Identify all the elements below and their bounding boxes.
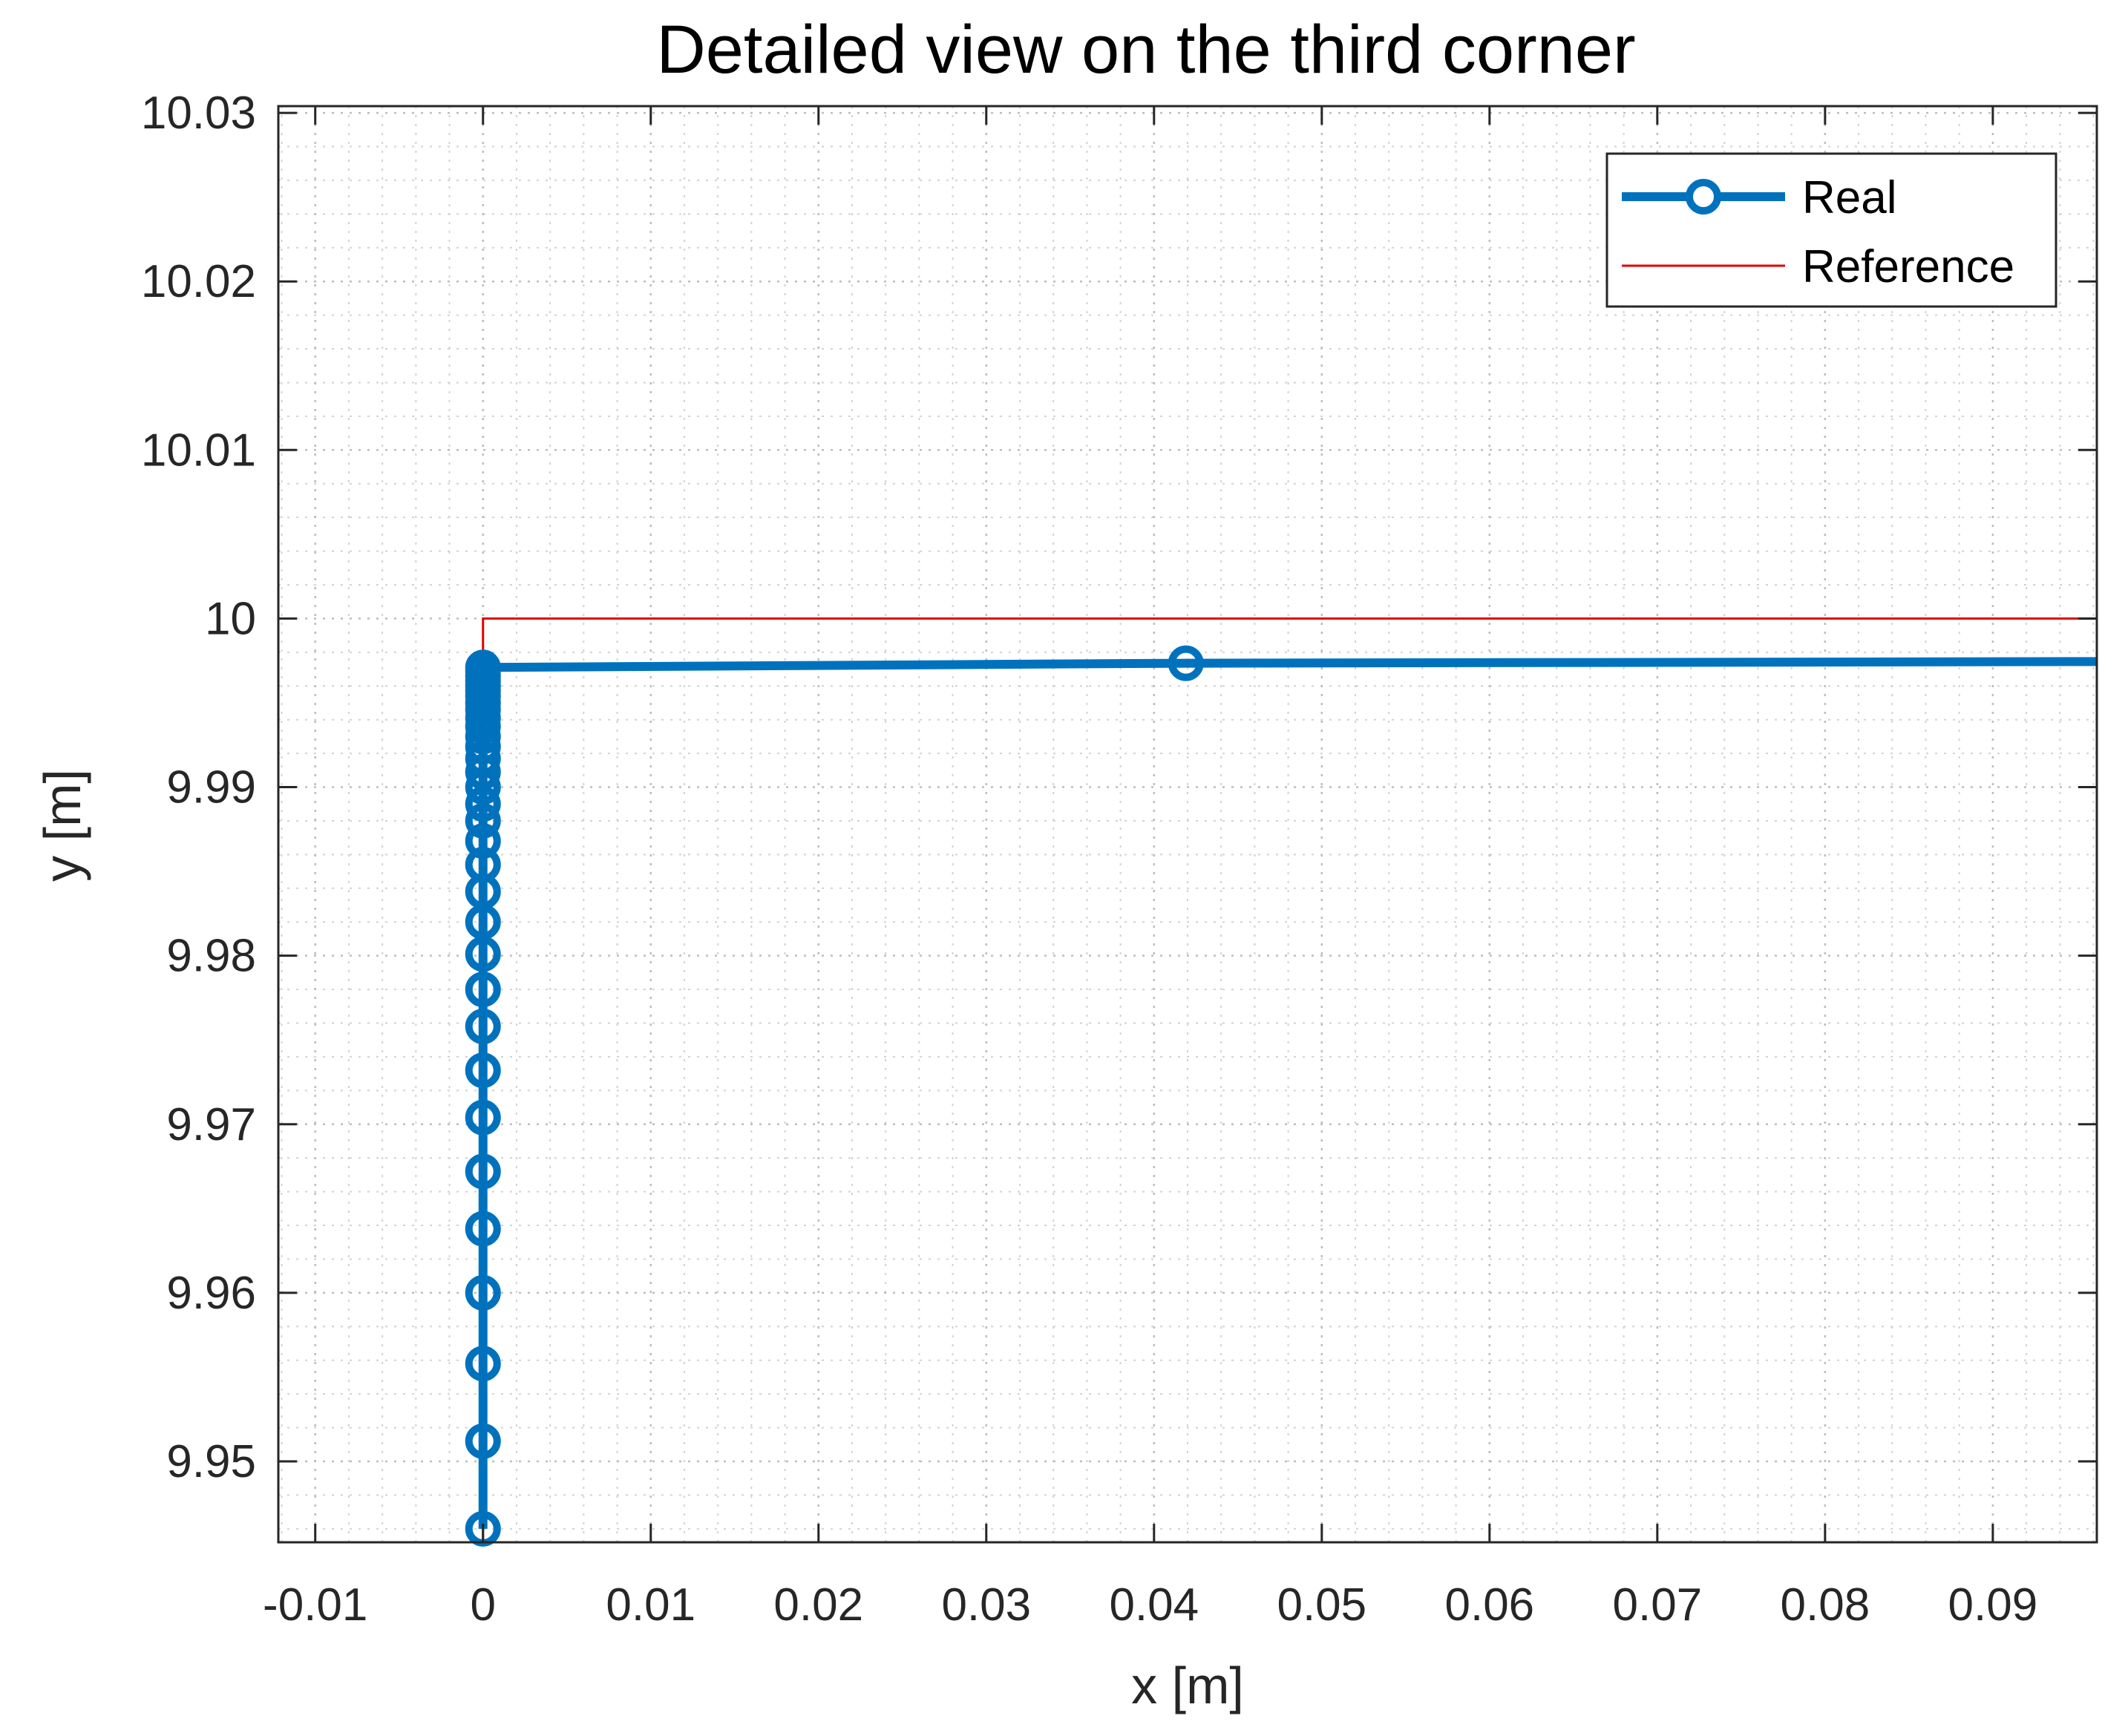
y-tick-label: 10 [205,593,256,644]
real-point [465,1346,501,1382]
real-point [465,847,501,883]
x-tick-label: 0.07 [1613,1579,1703,1631]
y-tick-label: 10.01 [141,425,256,476]
real-point [465,936,501,972]
real-point [465,1211,501,1247]
chart-title: Detailed view on the third corner [656,12,1635,88]
x-tick-label: -0.01 [263,1579,367,1631]
plot-area [278,106,2097,1542]
y-axis-label: y [m] [33,769,91,882]
real-point [465,1099,501,1136]
real-point [465,740,501,776]
axes-box [277,105,2098,1544]
x-tick-label: 0.09 [1948,1579,2038,1631]
x-tick-label: 0.06 [1444,1579,1534,1631]
x-tick-label: 0.05 [1277,1579,1366,1631]
legend-real-marker [1686,179,1721,214]
x-tick-label: 0.02 [773,1579,863,1631]
legend-box [1605,152,2057,308]
x-tick-label: 0.08 [1781,1579,1870,1631]
real-point [465,1423,501,1459]
real-point [465,972,501,1008]
real-point [465,1153,501,1190]
x-axis-label: x [m] [1131,1657,1244,1714]
x-tick-label: 0 [470,1579,495,1631]
legend-reference-label: Reference [1802,241,2014,292]
x-tick-label: 0.01 [606,1579,695,1631]
y-tick-label: 10.03 [141,88,256,139]
x-tick-labels: -0.01 0 0.01 0.02 0.03 0.04 0.05 0.06 0.07 0.08 0.… [263,1579,2037,1631]
y-tick-label: 9.97 [166,1099,256,1150]
real-point [465,649,501,686]
real-point [465,1274,501,1311]
y-tick-label: 9.96 [166,1268,256,1319]
real-point [1168,645,1204,681]
axes [277,105,2098,1544]
real-point [465,786,501,822]
y-tick-label: 9.98 [166,931,256,982]
y-tick-label: 10.02 [141,256,256,307]
real-point [465,1009,501,1045]
real-point [465,802,501,839]
series-real [465,645,2098,1547]
y-tick-labels: 9.95 9.96 9.97 9.98 9.99 10 10.01 10.02 10.03 [141,88,256,1487]
legend-real-label: Real [1802,172,1897,223]
legend: Real Reference [1605,152,2057,308]
real-point [465,823,501,859]
y-tick-label: 9.95 [166,1436,256,1487]
plot-background [278,106,2097,1542]
x-tick-label: 0.04 [1109,1579,1199,1631]
real-point [465,1052,501,1089]
x-tick-label: 0.03 [941,1579,1031,1631]
y-tick-label: 9.99 [166,762,256,813]
